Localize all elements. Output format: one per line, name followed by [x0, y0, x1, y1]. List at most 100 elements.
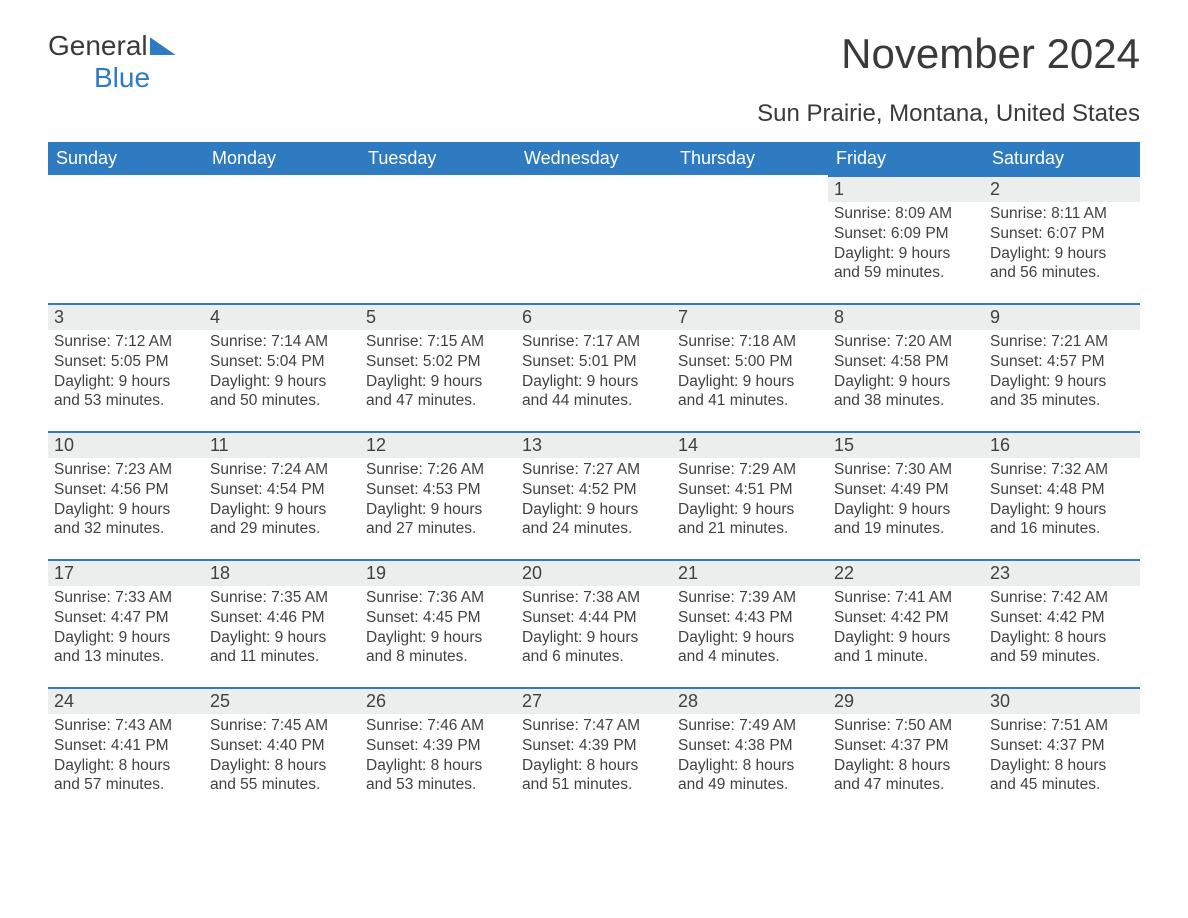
day-details: Sunrise: 7:39 AMSunset: 4:43 PMDaylight:… — [672, 586, 828, 673]
calendar-day-cell: 18Sunrise: 7:35 AMSunset: 4:46 PMDayligh… — [204, 559, 360, 687]
day-number: 23 — [984, 559, 1140, 586]
calendar-day-cell: 22Sunrise: 7:41 AMSunset: 4:42 PMDayligh… — [828, 559, 984, 687]
day-details: Sunrise: 7:43 AMSunset: 4:41 PMDaylight:… — [48, 714, 204, 801]
day-number: 3 — [48, 303, 204, 330]
day-number: 26 — [360, 687, 516, 714]
day-number: 16 — [984, 431, 1140, 458]
calendar-week-row: 10Sunrise: 7:23 AMSunset: 4:56 PMDayligh… — [48, 431, 1140, 559]
day-number: 15 — [828, 431, 984, 458]
calendar-day-cell: 28Sunrise: 7:49 AMSunset: 4:38 PMDayligh… — [672, 687, 828, 815]
calendar-day-cell: 21Sunrise: 7:39 AMSunset: 4:43 PMDayligh… — [672, 559, 828, 687]
calendar-table: SundayMondayTuesdayWednesdayThursdayFrid… — [48, 142, 1140, 815]
day-number: 7 — [672, 303, 828, 330]
calendar-day-cell — [204, 175, 360, 303]
logo-flag-icon — [150, 37, 176, 55]
day-number: 9 — [984, 303, 1140, 330]
day-number: 11 — [204, 431, 360, 458]
calendar-day-cell: 3Sunrise: 7:12 AMSunset: 5:05 PMDaylight… — [48, 303, 204, 431]
day-number: 8 — [828, 303, 984, 330]
calendar-day-cell: 30Sunrise: 7:51 AMSunset: 4:37 PMDayligh… — [984, 687, 1140, 815]
calendar-day-cell: 12Sunrise: 7:26 AMSunset: 4:53 PMDayligh… — [360, 431, 516, 559]
calendar-day-cell: 7Sunrise: 7:18 AMSunset: 5:00 PMDaylight… — [672, 303, 828, 431]
calendar-day-cell: 2Sunrise: 8:11 AMSunset: 6:07 PMDaylight… — [984, 175, 1140, 303]
day-details: Sunrise: 7:29 AMSunset: 4:51 PMDaylight:… — [672, 458, 828, 545]
day-details: Sunrise: 7:30 AMSunset: 4:49 PMDaylight:… — [828, 458, 984, 545]
calendar-day-cell: 16Sunrise: 7:32 AMSunset: 4:48 PMDayligh… — [984, 431, 1140, 559]
day-number: 6 — [516, 303, 672, 330]
day-details: Sunrise: 7:32 AMSunset: 4:48 PMDaylight:… — [984, 458, 1140, 545]
calendar-day-cell — [360, 175, 516, 303]
day-details: Sunrise: 7:24 AMSunset: 4:54 PMDaylight:… — [204, 458, 360, 545]
day-details: Sunrise: 7:20 AMSunset: 4:58 PMDaylight:… — [828, 330, 984, 417]
day-number: 2 — [984, 175, 1140, 202]
day-details: Sunrise: 7:33 AMSunset: 4:47 PMDaylight:… — [48, 586, 204, 673]
day-details: Sunrise: 8:09 AMSunset: 6:09 PMDaylight:… — [828, 202, 984, 289]
day-details: Sunrise: 8:11 AMSunset: 6:07 PMDaylight:… — [984, 202, 1140, 289]
page-title: November 2024 — [841, 30, 1140, 78]
calendar-day-cell: 8Sunrise: 7:20 AMSunset: 4:58 PMDaylight… — [828, 303, 984, 431]
calendar-day-cell: 10Sunrise: 7:23 AMSunset: 4:56 PMDayligh… — [48, 431, 204, 559]
logo-word1: General — [48, 30, 148, 62]
day-number: 24 — [48, 687, 204, 714]
day-details: Sunrise: 7:49 AMSunset: 4:38 PMDaylight:… — [672, 714, 828, 801]
day-number: 17 — [48, 559, 204, 586]
day-number: 28 — [672, 687, 828, 714]
day-number: 19 — [360, 559, 516, 586]
day-number: 18 — [204, 559, 360, 586]
calendar-day-cell: 9Sunrise: 7:21 AMSunset: 4:57 PMDaylight… — [984, 303, 1140, 431]
calendar-day-cell: 20Sunrise: 7:38 AMSunset: 4:44 PMDayligh… — [516, 559, 672, 687]
day-details: Sunrise: 7:14 AMSunset: 5:04 PMDaylight:… — [204, 330, 360, 417]
day-details: Sunrise: 7:18 AMSunset: 5:00 PMDaylight:… — [672, 330, 828, 417]
logo-word2: Blue — [94, 62, 150, 94]
day-details: Sunrise: 7:23 AMSunset: 4:56 PMDaylight:… — [48, 458, 204, 545]
day-number: 29 — [828, 687, 984, 714]
calendar-day-cell: 26Sunrise: 7:46 AMSunset: 4:39 PMDayligh… — [360, 687, 516, 815]
day-number: 14 — [672, 431, 828, 458]
location-subtitle: Sun Prairie, Montana, United States — [48, 100, 1140, 128]
day-details: Sunrise: 7:26 AMSunset: 4:53 PMDaylight:… — [360, 458, 516, 545]
weekday-header: Sunday — [48, 142, 204, 175]
calendar-day-cell: 11Sunrise: 7:24 AMSunset: 4:54 PMDayligh… — [204, 431, 360, 559]
calendar-day-cell: 13Sunrise: 7:27 AMSunset: 4:52 PMDayligh… — [516, 431, 672, 559]
day-number: 21 — [672, 559, 828, 586]
day-number: 12 — [360, 431, 516, 458]
calendar-day-cell: 5Sunrise: 7:15 AMSunset: 5:02 PMDaylight… — [360, 303, 516, 431]
day-details: Sunrise: 7:36 AMSunset: 4:45 PMDaylight:… — [360, 586, 516, 673]
calendar-day-cell: 15Sunrise: 7:30 AMSunset: 4:49 PMDayligh… — [828, 431, 984, 559]
weekday-header-row: SundayMondayTuesdayWednesdayThursdayFrid… — [48, 142, 1140, 175]
day-details: Sunrise: 7:47 AMSunset: 4:39 PMDaylight:… — [516, 714, 672, 801]
calendar-day-cell: 19Sunrise: 7:36 AMSunset: 4:45 PMDayligh… — [360, 559, 516, 687]
calendar-day-cell — [516, 175, 672, 303]
day-details: Sunrise: 7:35 AMSunset: 4:46 PMDaylight:… — [204, 586, 360, 673]
calendar-day-cell: 23Sunrise: 7:42 AMSunset: 4:42 PMDayligh… — [984, 559, 1140, 687]
day-details: Sunrise: 7:42 AMSunset: 4:42 PMDaylight:… — [984, 586, 1140, 673]
day-number: 25 — [204, 687, 360, 714]
day-number: 30 — [984, 687, 1140, 714]
day-details: Sunrise: 7:21 AMSunset: 4:57 PMDaylight:… — [984, 330, 1140, 417]
day-details: Sunrise: 7:15 AMSunset: 5:02 PMDaylight:… — [360, 330, 516, 417]
calendar-day-cell: 14Sunrise: 7:29 AMSunset: 4:51 PMDayligh… — [672, 431, 828, 559]
weekday-header: Thursday — [672, 142, 828, 175]
day-number: 5 — [360, 303, 516, 330]
day-details: Sunrise: 7:51 AMSunset: 4:37 PMDaylight:… — [984, 714, 1140, 801]
day-number: 22 — [828, 559, 984, 586]
day-number: 27 — [516, 687, 672, 714]
day-number: 1 — [828, 175, 984, 202]
day-number: 20 — [516, 559, 672, 586]
weekday-header: Friday — [828, 142, 984, 175]
day-details: Sunrise: 7:50 AMSunset: 4:37 PMDaylight:… — [828, 714, 984, 801]
day-details: Sunrise: 7:45 AMSunset: 4:40 PMDaylight:… — [204, 714, 360, 801]
weekday-header: Monday — [204, 142, 360, 175]
day-number: 10 — [48, 431, 204, 458]
weekday-header: Saturday — [984, 142, 1140, 175]
day-details: Sunrise: 7:27 AMSunset: 4:52 PMDaylight:… — [516, 458, 672, 545]
brand-logo: General Blue — [48, 30, 176, 94]
calendar-week-row: 24Sunrise: 7:43 AMSunset: 4:41 PMDayligh… — [48, 687, 1140, 815]
weekday-header: Wednesday — [516, 142, 672, 175]
day-details: Sunrise: 7:38 AMSunset: 4:44 PMDaylight:… — [516, 586, 672, 673]
calendar-day-cell — [48, 175, 204, 303]
day-number: 4 — [204, 303, 360, 330]
day-details: Sunrise: 7:46 AMSunset: 4:39 PMDaylight:… — [360, 714, 516, 801]
calendar-day-cell — [672, 175, 828, 303]
calendar-day-cell: 25Sunrise: 7:45 AMSunset: 4:40 PMDayligh… — [204, 687, 360, 815]
